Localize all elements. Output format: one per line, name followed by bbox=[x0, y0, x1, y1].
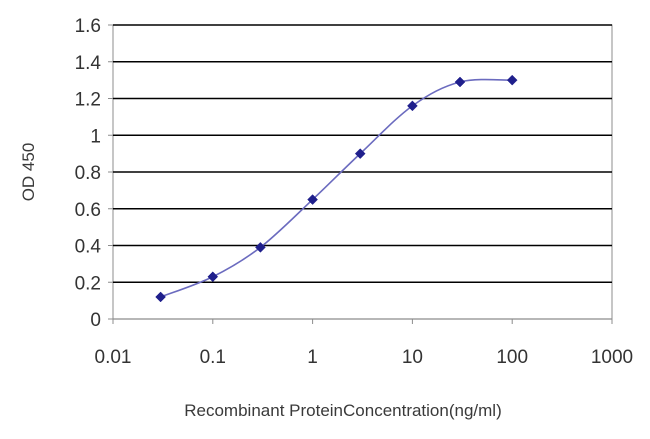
x-tick-label: 10 bbox=[402, 347, 423, 368]
y-tick-label: 0 bbox=[90, 310, 101, 331]
data-point bbox=[506, 74, 518, 86]
x-tick-label: 100 bbox=[496, 347, 528, 368]
x-tick-label: 1000 bbox=[591, 347, 633, 368]
x-tick-label: 1 bbox=[307, 347, 318, 368]
data-point bbox=[407, 100, 418, 112]
y-tick-label: 1.6 bbox=[75, 16, 101, 37]
y-tick-label: 0.4 bbox=[75, 237, 102, 258]
data-point bbox=[207, 271, 219, 283]
y-tick-label: 0.8 bbox=[75, 163, 101, 184]
y-tick-label: 0.2 bbox=[75, 273, 101, 294]
y-tick-label: 1.4 bbox=[75, 53, 102, 74]
data-point bbox=[354, 148, 366, 159]
y-tick-label: 1 bbox=[90, 126, 101, 147]
data-point bbox=[255, 241, 266, 253]
series bbox=[155, 74, 518, 303]
gridlines bbox=[113, 24, 612, 320]
x-tick-label: 0.01 bbox=[95, 347, 132, 368]
y-axis-ticks: 0 0.2 0.4 0.6 0.8 1 1.2 1.4 1.6 bbox=[75, 16, 113, 331]
y-axis-title: OD 450 bbox=[19, 143, 38, 202]
data-point bbox=[155, 291, 166, 303]
y-tick-label: 1.2 bbox=[75, 90, 101, 111]
x-axis-title: Recombinant ProteinConcentration(ng/ml) bbox=[184, 401, 502, 420]
series-line bbox=[160, 78, 513, 298]
x-tick-label: 0.1 bbox=[200, 347, 226, 368]
x-axis-ticks: 0.01 0.1 1 10 100 1000 bbox=[95, 319, 633, 368]
y-tick-label: 0.6 bbox=[75, 200, 101, 221]
data-point bbox=[454, 76, 466, 88]
data-point bbox=[307, 194, 318, 205]
